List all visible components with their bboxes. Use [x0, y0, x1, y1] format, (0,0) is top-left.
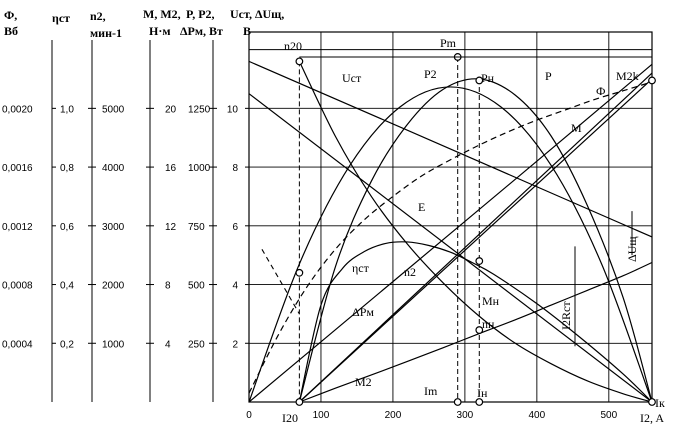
label-eta: ηст: [352, 261, 370, 275]
marker-point: [648, 398, 656, 406]
y-tick-label-ηст: 0,8: [60, 163, 74, 174]
y-tick-label-U: 6: [232, 222, 238, 233]
series-line-Uст: [248, 60, 653, 238]
y-tick-label-M: 12: [165, 222, 177, 233]
label-pm: Pm: [440, 36, 457, 50]
x-tick-label: 500: [600, 410, 617, 421]
y-tick-label-U: 4: [232, 281, 238, 292]
marker-point: [295, 268, 304, 277]
x-tick-label: 100: [313, 410, 330, 421]
y-tick-label-n2: 5000: [102, 104, 125, 115]
marker-point: [475, 326, 484, 334]
y-tick-label-ηст: 0,6: [60, 222, 74, 233]
label-in: Iн: [477, 386, 488, 400]
series-line-P: [248, 86, 653, 403]
y-tick-label-Ф: 0,0004: [2, 339, 33, 350]
header-eta-top: ηст: [52, 11, 70, 25]
series-line-Е: [248, 93, 653, 403]
y-tick-label-M: 20: [165, 104, 177, 115]
label-n2: n2: [404, 265, 416, 279]
series-line-ΔUщ: [248, 63, 653, 403]
y-tick-label-P: 250: [188, 339, 205, 350]
label-nn: nн: [482, 317, 495, 331]
label-m2k: M2k: [616, 69, 639, 83]
x-axis-label: I2, A: [640, 411, 664, 425]
marker-point: [475, 76, 484, 85]
label-ust: Uст: [342, 71, 362, 85]
series-line-eta-dashed-branch: [261, 249, 300, 315]
y-tick-label-M: 16: [165, 163, 177, 174]
header-n2-bottom: мин-1: [90, 26, 122, 40]
y-tick-label-P: 750: [188, 222, 205, 233]
label-e: Е: [418, 200, 425, 214]
marker-point: [475, 257, 484, 265]
marker-point: [475, 398, 484, 406]
marker-point: [453, 398, 462, 406]
header-u-bottom: В: [243, 24, 251, 38]
y-tick-label-n2: 4000: [102, 163, 125, 174]
y-tick-label-P: 1250: [188, 104, 211, 115]
y-tick-label-ηст: 0,2: [60, 339, 74, 350]
label-im: Im: [424, 384, 438, 398]
y-tick-label-U: 8: [232, 163, 238, 174]
label-dpm: ΔPм: [352, 305, 374, 319]
header-p-top: P, P2,: [186, 7, 215, 21]
y-tick-label-n2: 1000: [102, 339, 125, 350]
series-line-ΔPм: [299, 261, 653, 403]
x-tick-label: 300: [457, 410, 474, 421]
y-tick-label-Ф: 0,0008: [2, 281, 33, 292]
label-dush: ΔUщ: [625, 236, 639, 262]
y-tick-label-ηст: 1,0: [60, 104, 74, 115]
label-phi: Ф: [596, 84, 605, 98]
y-tick-label-n2: 3000: [102, 222, 125, 233]
header-phi-top: Ф,: [4, 8, 17, 22]
header-p-bottom: ΔPм, Вт: [180, 24, 223, 38]
header-u-top: Uст, ΔUщ,: [230, 7, 284, 21]
y-tick-label-ηст: 0,4: [60, 281, 74, 292]
label-pn: Pн: [481, 71, 495, 85]
x-tick-label: 200: [385, 410, 402, 421]
label-p: P: [545, 69, 552, 83]
label-n20: n20: [284, 39, 302, 53]
marker-point: [295, 398, 304, 406]
label-p2: P2: [424, 67, 437, 81]
axes: 0 100 200 300 400 500 0,0004 0,0008 0,0012 0,0016…: [2, 40, 618, 421]
marker-point: [648, 76, 656, 85]
y-tick-label-n2: 2000: [102, 281, 125, 292]
label-i20: I20: [282, 411, 298, 425]
series-line-M2: [298, 78, 653, 403]
header-n2-top: n2,: [90, 9, 106, 23]
label-i2rst: I2Rст: [559, 301, 573, 330]
y-tick-label-Ф: 0,0012: [2, 222, 33, 233]
header-phi-bottom: Вб: [4, 24, 18, 38]
curves: [248, 60, 653, 403]
y-tick-label-M: 4: [165, 339, 171, 350]
marker-point: [295, 57, 304, 66]
y-tick-label-M: 8: [165, 281, 171, 292]
marks: [295, 53, 656, 406]
series-line-n2: [298, 61, 653, 403]
y-tick-label-U: 2: [232, 339, 238, 350]
label-ik: Iк: [655, 396, 665, 410]
header-m-bottom: Н·м: [149, 24, 171, 38]
label-m: M: [571, 121, 582, 135]
label-m2: M2: [355, 375, 372, 389]
header-m-top: M, M2,: [143, 7, 181, 21]
y-tick-label-Ф: 0,0020: [2, 104, 33, 115]
series-line-M: [298, 72, 653, 403]
y-tick-label-Ф: 0,0016: [2, 163, 33, 174]
y-tick-label-P: 500: [188, 281, 205, 292]
x-tick-label: 0: [246, 410, 252, 421]
label-mn: Mн: [482, 294, 500, 308]
x-tick-label: 400: [529, 410, 546, 421]
y-tick-label-U: 10: [227, 104, 239, 115]
y-tick-label-P: 1000: [188, 163, 211, 174]
series-line-Ф: [248, 81, 653, 394]
